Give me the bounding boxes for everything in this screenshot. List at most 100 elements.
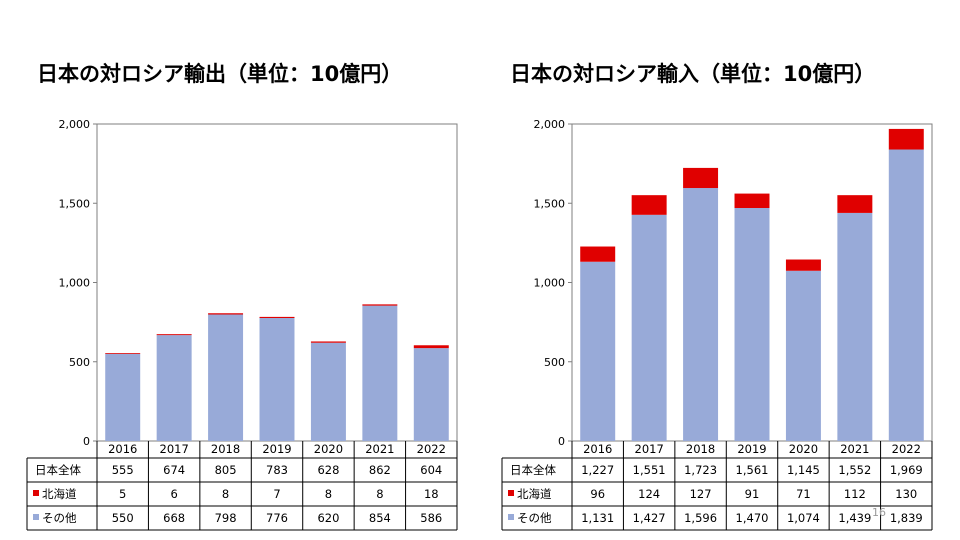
import-other-value: 1,470 xyxy=(736,511,769,525)
import-legend-key-hokkaido xyxy=(508,490,514,496)
export-hokkaido-value: 18 xyxy=(424,487,439,501)
import-other-value: 1,439 xyxy=(838,511,871,525)
import-hokkaido-value: 112 xyxy=(844,487,866,501)
import-bar-hokkaido xyxy=(837,195,873,213)
export-bar-other xyxy=(105,353,141,441)
export-bar-other xyxy=(259,318,295,441)
import-total-value: 1,723 xyxy=(684,463,717,477)
import-x-tick-label: 2022 xyxy=(892,442,921,456)
export-x-tick-label: 2016 xyxy=(108,442,137,456)
export-x-tick-label: 2017 xyxy=(160,442,189,456)
import-hokkaido-value: 96 xyxy=(590,487,605,501)
import-x-tick-label: 2020 xyxy=(789,442,818,456)
import-x-tick-label: 2017 xyxy=(635,442,664,456)
import-legend-key-other xyxy=(508,514,514,520)
import-x-tick-label: 2016 xyxy=(583,442,612,456)
export-hokkaido-value: 8 xyxy=(222,487,229,501)
export-hokkaido-value: 8 xyxy=(376,487,383,501)
export-y-tick-label: 1,500 xyxy=(59,197,91,210)
import-x-tick-label: 2019 xyxy=(737,442,766,456)
export-bar-hokkaido xyxy=(310,341,346,343)
import-bar-other xyxy=(888,149,924,441)
import-bar-hokkaido xyxy=(580,246,616,262)
import-bar-hokkaido xyxy=(631,195,667,215)
export-total-value: 555 xyxy=(112,463,134,477)
export-y-tick-label: 2,000 xyxy=(59,118,91,131)
export-bar-other xyxy=(208,314,244,441)
import-other-value: 1,596 xyxy=(684,511,717,525)
export-x-tick-label: 2021 xyxy=(365,442,394,456)
export-y-tick-label: 0 xyxy=(83,435,90,448)
import-bar-other xyxy=(683,188,719,441)
export-total-value: 862 xyxy=(369,463,391,477)
import-bar-hokkaido xyxy=(888,128,924,150)
export-x-tick-label: 2020 xyxy=(314,442,343,456)
export-total-value: 783 xyxy=(266,463,288,477)
import-bar-other xyxy=(837,212,873,441)
export-row-label-hokkaido: 北海道 xyxy=(42,487,77,501)
import-hokkaido-value: 124 xyxy=(638,487,660,501)
export-hokkaido-value: 7 xyxy=(273,487,280,501)
export-x-tick-label: 2022 xyxy=(417,442,446,456)
export-hokkaido-value: 6 xyxy=(170,487,177,501)
import-y-tick-label: 0 xyxy=(558,435,565,448)
import-total-value: 1,145 xyxy=(787,463,820,477)
export-total-value: 604 xyxy=(420,463,442,477)
import-bar-hokkaido xyxy=(785,259,821,271)
import-total-value: 1,561 xyxy=(736,463,769,477)
page-number: 16 xyxy=(872,506,886,519)
import-bar-hokkaido xyxy=(683,167,719,189)
import-hokkaido-value: 127 xyxy=(690,487,712,501)
export-hokkaido-value: 5 xyxy=(119,487,126,501)
import-bar-other xyxy=(785,270,821,441)
import-x-tick-label: 2018 xyxy=(686,442,715,456)
export-other-value: 550 xyxy=(112,511,134,525)
import-other-value: 1,131 xyxy=(581,511,614,525)
export-legend-key-hokkaido xyxy=(33,490,39,496)
export-x-tick-label: 2018 xyxy=(211,442,240,456)
import-other-value: 1,839 xyxy=(890,511,923,525)
export-bar-hokkaido xyxy=(362,304,398,306)
import-hokkaido-value: 130 xyxy=(895,487,917,501)
import-chart-title: 日本の対ロシア輸入（単位：10億円） xyxy=(510,62,876,86)
export-hokkaido-value: 8 xyxy=(325,487,332,501)
import-total-value: 1,552 xyxy=(838,463,871,477)
import-bar-hokkaido xyxy=(734,193,770,209)
export-legend-key-other xyxy=(33,514,39,520)
export-bar-other xyxy=(362,305,398,441)
export-bar-hokkaido xyxy=(156,334,192,336)
export-bar-other xyxy=(310,342,346,441)
import-bar-other xyxy=(580,261,616,441)
export-row-label-other: その他 xyxy=(42,511,77,525)
export-other-value: 620 xyxy=(317,511,339,525)
export-total-value: 628 xyxy=(317,463,339,477)
export-y-tick-label: 500 xyxy=(69,356,90,369)
import-y-tick-label: 500 xyxy=(544,356,565,369)
export-bar-other xyxy=(413,348,449,441)
import-row-label-hokkaido: 北海道 xyxy=(517,487,552,501)
import-row-label-total: 日本全体 xyxy=(510,463,556,477)
export-other-value: 586 xyxy=(420,511,442,525)
import-hokkaido-value: 71 xyxy=(796,487,811,501)
import-bar-other xyxy=(631,214,667,441)
import-y-tick-label: 2,000 xyxy=(534,118,566,131)
export-row-label-total: 日本全体 xyxy=(35,463,81,477)
import-bar-other xyxy=(734,208,770,441)
export-y-tick-label: 1,000 xyxy=(59,277,91,290)
export-total-value: 674 xyxy=(163,463,185,477)
export-chart-title: 日本の対ロシア輸出（単位：10億円） xyxy=(37,62,403,86)
import-y-tick-label: 1,500 xyxy=(534,197,566,210)
import-hokkaido-value: 91 xyxy=(745,487,760,501)
import-other-value: 1,074 xyxy=(787,511,820,525)
export-other-value: 776 xyxy=(266,511,288,525)
export-other-value: 798 xyxy=(215,511,237,525)
export-bar-other xyxy=(156,335,192,441)
export-bar-hokkaido xyxy=(105,353,141,354)
import-total-value: 1,227 xyxy=(581,463,614,477)
export-other-value: 668 xyxy=(163,511,185,525)
import-total-value: 1,969 xyxy=(890,463,923,477)
import-other-value: 1,427 xyxy=(633,511,666,525)
export-other-value: 854 xyxy=(369,511,391,525)
